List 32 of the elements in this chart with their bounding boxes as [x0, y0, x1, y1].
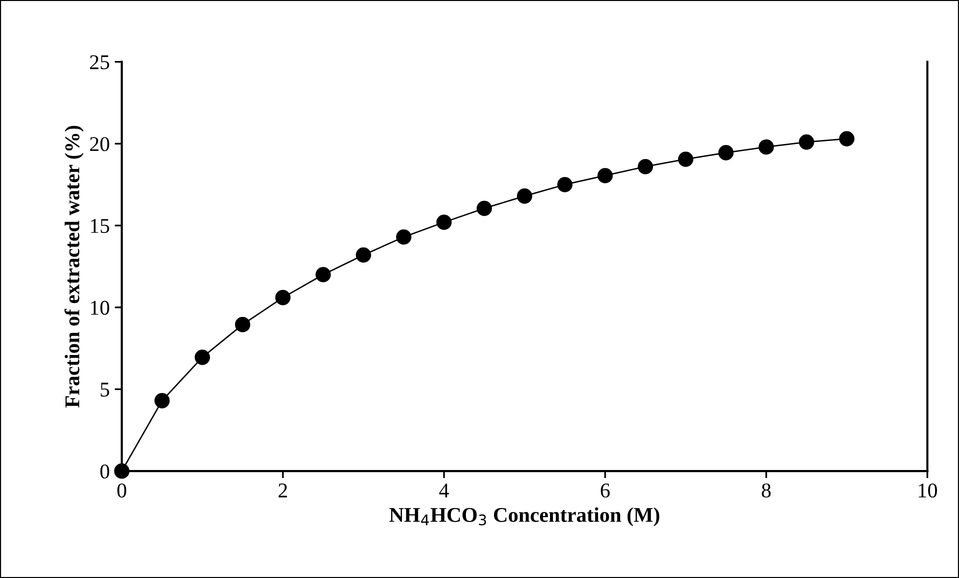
- x-tick-label: 8: [762, 483, 771, 498]
- y-tick-label: 25: [90, 55, 110, 70]
- point: [396, 229, 412, 245]
- x-tick-label: 0: [117, 483, 126, 498]
- y-tick-label: 20: [90, 137, 110, 152]
- y-tick-label: 5: [100, 382, 110, 397]
- y-tick-label: 15: [90, 219, 110, 233]
- y-axis-title: Fraction of extracted water (%): [64, 126, 84, 408]
- point: [758, 139, 774, 155]
- point: [839, 131, 854, 146]
- point: [678, 152, 694, 167]
- x-tick-label: 6: [600, 484, 610, 498]
- point: [516, 188, 532, 204]
- y-tick-label: 10: [90, 300, 110, 315]
- point: [436, 214, 452, 230]
- point: [476, 200, 492, 216]
- point: [356, 247, 372, 263]
- point: [154, 393, 170, 408]
- x-tick-label: 10: [918, 483, 937, 498]
- point: [638, 158, 654, 174]
- point: [798, 134, 814, 150]
- point: [234, 316, 250, 332]
- point: [194, 350, 210, 365]
- x-tick-label: 2: [278, 484, 287, 498]
- point: [275, 290, 291, 306]
- point: [718, 145, 734, 160]
- x-axis-title: NH$_{4}$HCO$_{3}$ Concentration (M): [389, 507, 660, 526]
- point: [557, 176, 572, 192]
- x-tick-label: 4: [439, 484, 449, 498]
- point: [316, 267, 331, 282]
- point: [597, 168, 613, 184]
- y-tick-label: 0: [100, 464, 110, 479]
